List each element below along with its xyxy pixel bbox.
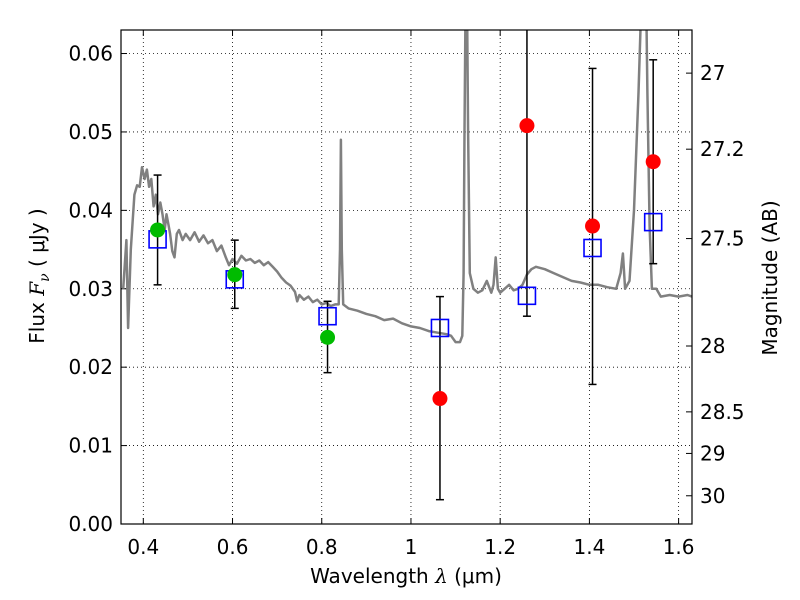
y-tick-label: 0.05	[68, 120, 113, 144]
low-significance-point	[645, 154, 661, 170]
detection-point	[227, 267, 243, 283]
plot-frame	[120, 29, 693, 525]
detection-point	[320, 329, 336, 345]
x-tick-label: 0.8	[306, 535, 338, 559]
low-significance-point	[519, 118, 535, 134]
model-photometry-square	[517, 286, 537, 306]
y-tick-label: 0.01	[68, 434, 113, 458]
x-tick-label: 1	[405, 535, 418, 559]
y2-tick-label: 29	[700, 441, 725, 465]
model-photometry-square	[583, 238, 602, 258]
detection-point	[150, 222, 166, 238]
y2-tick-label: 27	[700, 61, 725, 85]
y2-tick-label: 30	[700, 484, 725, 508]
y-axis-label: Flux Fν ( μJy )	[25, 208, 53, 343]
y2-tick-label: 27.5	[700, 227, 745, 251]
model-photometry-square	[318, 306, 337, 326]
low-significance-point	[585, 218, 601, 234]
model-photometry-square	[430, 318, 450, 338]
y-tick-label: 0.03	[68, 277, 113, 301]
x-tick-label: 0.4	[127, 535, 159, 559]
y-tick-label: 0.02	[68, 355, 113, 379]
y-tick-label: 0.06	[68, 42, 113, 66]
y2-tick-label: 28	[700, 334, 725, 358]
model-photometry-square	[643, 212, 663, 232]
x-axis-label: Wavelength λ (μm)	[310, 564, 502, 588]
plot-area	[121, 30, 692, 501]
y2-axis-label: Magnitude (AB)	[758, 200, 782, 355]
tick-labels: 0.4 0.6 0.8 1 1.2 1.4 1.6 0.00 0.01 0.02 0.03 0.04 0…	[68, 42, 744, 559]
x-tick-label: 1.6	[663, 535, 695, 559]
spectrum-line	[121, 30, 692, 344]
low-significance-point	[432, 391, 448, 407]
x-tick-label: 1.4	[573, 535, 605, 559]
x-tick-label: 0.6	[217, 535, 249, 559]
y2-tick-label: 28.5	[700, 400, 745, 424]
model-photometry-points	[148, 212, 663, 338]
observed-points	[150, 118, 661, 407]
y2-tick-label: 27.2	[700, 137, 745, 161]
y-tick-label: 0.04	[68, 198, 113, 222]
x-tick-label: 1.2	[484, 535, 516, 559]
y-tick-label: 0.00	[68, 512, 113, 536]
